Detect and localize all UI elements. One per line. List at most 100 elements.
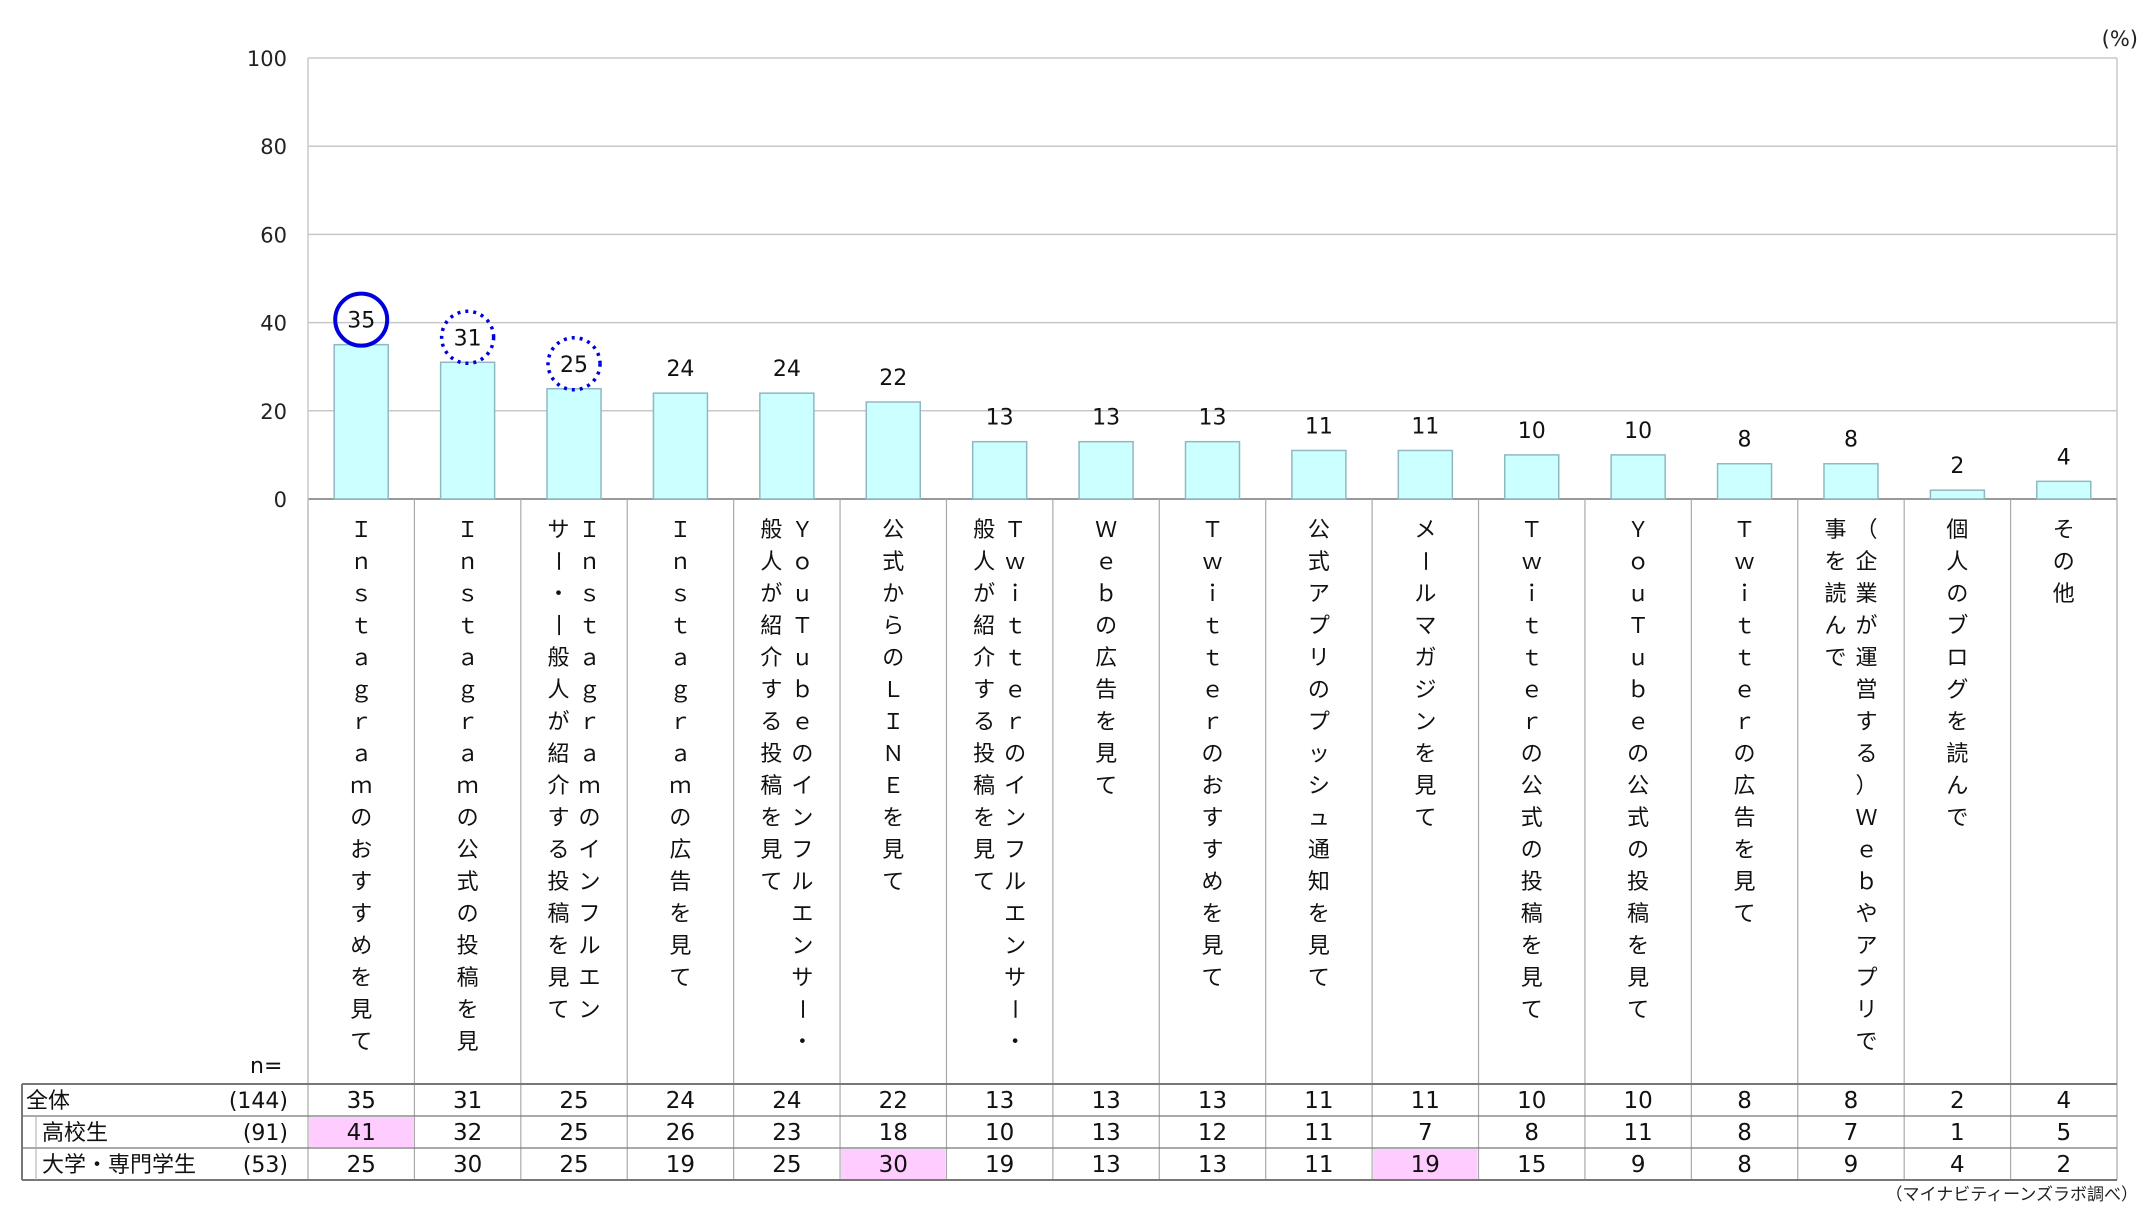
category-label-char: ｅ [1201, 678, 1223, 703]
y-tick-label: 100 [247, 47, 287, 71]
category-label-char: ル [1004, 870, 1026, 895]
category-label-char: の [457, 806, 479, 831]
table-cell: 7 [1844, 1120, 1859, 1146]
category-label-char: 投 [457, 934, 479, 959]
category-label-char: ｉ [1521, 582, 1543, 607]
category-label-char: ｒ [1201, 710, 1223, 735]
category-label-char: ｅ [1521, 678, 1543, 703]
category-label-char: を [1095, 710, 1117, 735]
category-label-char: め [1201, 870, 1223, 895]
table-cell: 4 [2056, 1088, 2071, 1114]
category-label-char: Ｗ [1095, 518, 1117, 543]
category-label-char: を [882, 806, 904, 831]
category-label-char: フ [579, 902, 601, 927]
category-label-char: ｍ [579, 774, 601, 799]
category-label-char: ル [791, 870, 813, 895]
table-cell: 24 [772, 1088, 801, 1114]
category-label-char: ｎ [669, 550, 691, 575]
category-label-char: が [1855, 614, 1877, 639]
category-label-char: 告 [1734, 806, 1756, 831]
category-label-char: Ｔ [1521, 518, 1543, 543]
category-label-char: リ [1855, 998, 1877, 1023]
category-label-char: て [760, 870, 782, 895]
data-table: 全体 (144) 35 31 25 24 24 22 13 13 13 11 11 10 10 8 8 2 4高校生… [21, 1083, 2117, 1181]
category-label-char: ー [1411, 550, 1436, 572]
category-label-char: ｕ [1627, 646, 1649, 671]
category-label-char: 稿 [760, 774, 782, 799]
category-label-char: て [1627, 998, 1649, 1023]
unit-label: (%) [2102, 27, 2138, 51]
category-label-char: ａ [579, 646, 601, 671]
category-label-char: や [1855, 902, 1877, 927]
category-label-char: の [579, 806, 601, 831]
bar [1610, 454, 1666, 500]
table-cell: 13 [1198, 1088, 1227, 1114]
category-label-char: ｂ [1095, 582, 1117, 607]
category-label-char: エ [1004, 902, 1026, 927]
category-label-char: を [669, 902, 691, 927]
category-label-char: ｂ [1855, 870, 1877, 895]
category-label-char: ｔ [350, 614, 372, 639]
table-cell: 10 [985, 1120, 1014, 1146]
table-cell: 1 [1950, 1120, 1965, 1146]
category-label-char: エ [579, 966, 601, 991]
category-label-char: て [1734, 902, 1756, 927]
category-label-char: ｔ [1521, 646, 1543, 671]
category-label-char: ｍ [669, 774, 691, 799]
category-label-char: ロ [1946, 646, 1968, 671]
bar [652, 392, 709, 500]
category-label-char: 事 [1824, 518, 1846, 543]
category-label-char: ａ [669, 742, 691, 767]
value-label: 22 [879, 366, 907, 391]
category-columns [307, 499, 2118, 1180]
category-label-char: 般 [548, 646, 570, 671]
category-label-char: ン [791, 806, 813, 831]
category-label-char: で [1946, 806, 1968, 831]
category-label-char: 見 [350, 998, 372, 1023]
category-label-char: ｔ [1734, 646, 1756, 671]
category-label-char: ｒ [1521, 710, 1543, 735]
category-label-char: ａ [579, 742, 601, 767]
y-tick-label: 80 [260, 135, 287, 159]
table-cell: 19 [985, 1152, 1014, 1178]
table-cell: 13 [1091, 1088, 1120, 1114]
category-label-char: メ [1414, 518, 1436, 543]
category-label-char: て [1414, 806, 1436, 831]
table-cell: 13 [1198, 1152, 1227, 1178]
value-label: 8 [1738, 428, 1752, 453]
category-label-char: 投 [1521, 870, 1543, 895]
table-cell: 8 [1737, 1120, 1752, 1146]
table-cell: 13 [1091, 1152, 1120, 1178]
category-label-char: の [1627, 838, 1649, 863]
category-label-char: 式 [1521, 806, 1543, 831]
category-label-char: ル [579, 934, 601, 959]
category-label-char: て [1521, 998, 1543, 1023]
category-label-char: ア [1308, 582, 1330, 607]
category-label-char: 見 [1308, 934, 1330, 959]
category-label-char: ｍ [457, 774, 479, 799]
category-label-char: を [1734, 838, 1756, 863]
category-label-char: イ [579, 838, 601, 863]
category-label-char: マ [1414, 614, 1436, 639]
table-cell: 24 [666, 1088, 695, 1114]
category-label-char: す [760, 678, 782, 703]
category-label-char: ） [1855, 774, 1877, 799]
category-label-char: を [760, 806, 782, 831]
table-cell: 10 [1517, 1088, 1546, 1114]
category-label-char: が [973, 582, 995, 607]
category-label-char: ｕ [1627, 582, 1649, 607]
category-label-char: サ [1004, 966, 1026, 991]
table-cell: 11 [1624, 1120, 1653, 1146]
table-cell: 8 [1844, 1088, 1859, 1114]
category-label-char: て [1308, 966, 1330, 991]
category-label-char: 投 [973, 742, 995, 767]
value-label: 11 [1411, 414, 1439, 439]
table-cell: 19 [666, 1152, 695, 1178]
category-label-char: 通 [1308, 838, 1330, 863]
category-label-char: ｒ [579, 710, 601, 735]
category-label-char: ン [1004, 934, 1026, 959]
category-label-char: ｓ [350, 582, 372, 607]
value-label: 31 [454, 326, 482, 351]
table-cell: 9 [1844, 1152, 1859, 1178]
category-label-char: 公 [882, 518, 904, 543]
